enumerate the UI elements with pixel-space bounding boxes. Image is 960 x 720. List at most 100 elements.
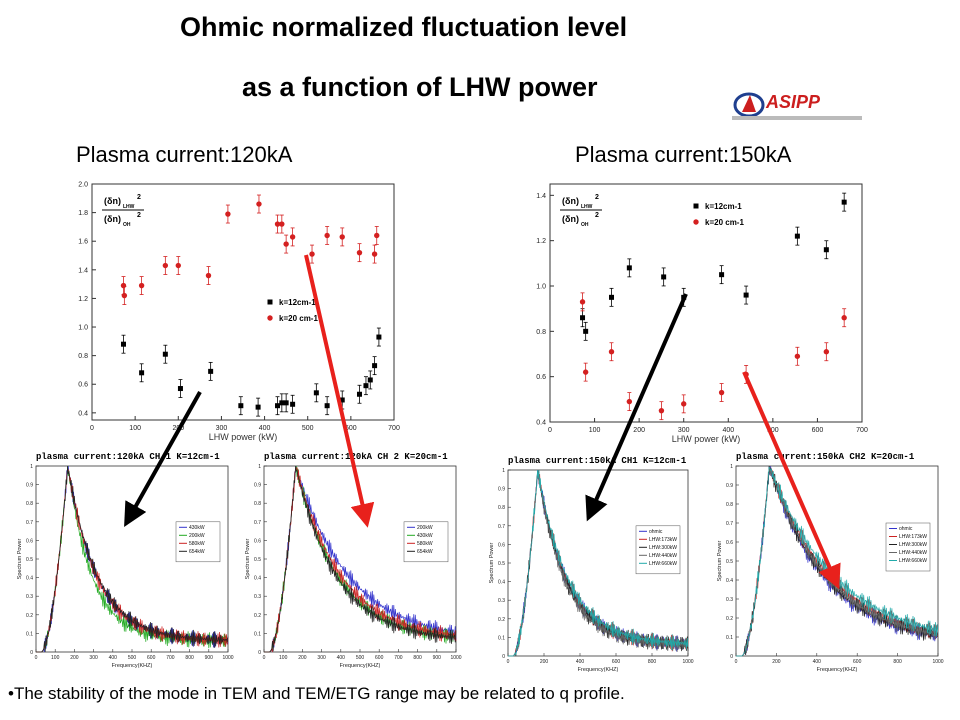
y-tick-label: 0 [258,650,261,656]
y-tick-label: 0.8 [78,353,88,360]
x-tick-label: 200 [772,659,781,665]
y-tick-label: 0.6 [254,538,261,544]
x-tick-label: 700 [166,655,175,661]
legend-label: LHW:173kW [649,537,677,543]
x-tick-label: 500 [302,425,314,432]
legend-label: LHW:300kW [899,542,927,548]
y-tick-label: 0.4 [26,576,33,582]
data-point [208,368,214,374]
x-tick-label: 700 [856,427,868,434]
x-tick-label: 600 [612,659,621,665]
x-tick-label: 600 [853,659,862,665]
data-point [290,401,296,407]
data-point [823,247,829,253]
x-axis-label: Frequency(KHZ) [112,663,153,669]
y-tick-label: 1.4 [536,193,546,200]
y-tick-label: 0.6 [536,374,546,381]
y-tick-label: 2.0 [78,182,88,189]
chart-title: plasma current:150kA CH1 K=12cm-1 [508,456,687,466]
data-point [356,249,363,256]
y-tick-label: 0.1 [498,635,505,641]
red-arrow-1 [304,254,375,528]
red-arrow-2 [742,371,841,590]
y-tick-label: 0.5 [498,561,505,567]
x-tick-label: 1000 [450,655,461,661]
formula-denominator: (δn) [104,214,121,224]
legend-marker [267,315,273,321]
y-tick-label: 0.8 [536,329,546,336]
scatter-chart-120ka: 01002003004005006007000.40.60.81.01.21.4… [62,178,402,442]
x-tick-label: 800 [413,655,422,661]
footer-note: •The stability of the mode in TEM and TE… [8,684,625,703]
series-0 [120,327,382,417]
chart-title: plasma current:120kA CH 1 K=12cm-1 [36,452,220,462]
x-tick-label: 400 [259,425,271,432]
y-tick-label: 1.4 [78,267,88,274]
data-point [225,211,231,217]
y-axis-label: Spectrum Power [17,539,23,580]
data-point [794,353,801,359]
data-point [256,201,262,207]
x-tick-label: 0 [90,425,94,432]
y-tick-label: 0.4 [536,420,546,427]
legend-label: k=12cm-1 [279,298,316,307]
formula-num-sub: LHW [123,204,135,210]
data-point [275,403,281,409]
data-point [255,404,261,410]
data-point [658,407,665,414]
y-tick-label: 1.6 [78,239,88,246]
legend-label: LHW:173kW [899,534,927,540]
y-tick-label: 0.2 [254,613,261,619]
y-tick-label: 0.8 [726,502,733,508]
x-tick-label: 800 [648,659,657,665]
y-tick-label: 0.1 [254,631,261,637]
legend-label: LHW:440kW [899,550,927,556]
data-point [579,299,586,305]
data-point [841,199,847,205]
data-point [175,262,181,269]
formula-den-sub: OH [123,222,131,228]
data-point [582,369,589,375]
formula-den-sup: 2 [595,212,599,219]
legend-label: k=20 cm-1 [279,314,318,323]
y-tick-label: 0.6 [498,542,505,548]
data-point [367,377,373,383]
y-tick-label: 0.4 [254,576,261,582]
y-tick-label: 0.2 [498,617,505,623]
y-tick-label: 0.3 [254,594,261,600]
x-axis-label: LHW power (kW) [672,434,741,444]
data-point [339,234,345,240]
y-axis-label: Spectrum Power [245,539,251,580]
x-axis-label: Frequency(KHZ) [578,667,619,673]
legend-label: LHW:440kW [649,553,677,559]
data-point [279,221,285,227]
x-tick-label: 400 [576,659,585,665]
legend-label: 430kW [417,533,433,539]
legend-marker [693,203,699,209]
legend-label: 654kW [417,549,433,555]
x-tick-label: 400 [722,427,734,434]
data-point [718,389,725,396]
x-tick-label: 100 [279,655,288,661]
y-tick-label: 0 [730,654,733,660]
data-point [289,234,296,240]
x-tick-label: 800 [185,655,194,661]
x-tick-label: 1000 [682,659,693,665]
series-1 [579,292,847,421]
y-tick-label: 0.5 [254,557,261,563]
legend-marker [267,299,273,305]
y-tick-label: 1.2 [536,238,546,245]
y-tick-label: 0 [502,654,505,660]
legend-label: k=20 cm-1 [705,218,744,227]
data-point [324,232,330,239]
formula-num-sup: 2 [137,194,141,201]
y-tick-label: 1 [730,464,733,470]
y-tick-label: 0.9 [498,487,505,493]
legend-marker [693,219,699,225]
data-point [324,403,330,409]
y-tick-label: 0.8 [498,505,505,511]
series-line-3 [264,465,457,653]
legend-label: 654kW [189,549,205,555]
y-tick-label: 0 [30,650,33,656]
